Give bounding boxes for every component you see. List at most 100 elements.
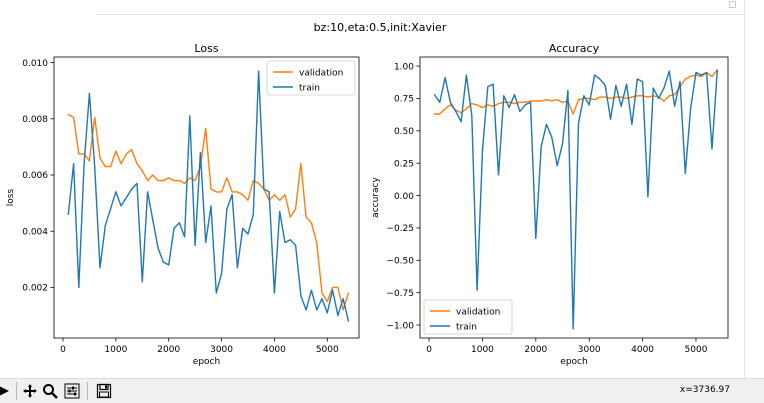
zoom-icon[interactable] — [40, 381, 60, 401]
loss-point-train — [242, 227, 244, 230]
accuracy-point-train — [551, 136, 553, 138]
loss-point-validation — [310, 222, 313, 224]
loss-point-validation — [136, 163, 138, 165]
loss-point-train — [226, 208, 228, 210]
accuracy-point-validation — [492, 105, 494, 107]
accuracy-point-validation — [487, 104, 489, 106]
accuracy-point-train — [519, 110, 521, 112]
accuracy-title: Accuracy — [549, 42, 600, 55]
loss-point-train — [347, 320, 350, 322]
loss-point-validation — [252, 180, 254, 182]
accuracy-point-train — [636, 78, 638, 80]
accuracy-point-train — [577, 122, 580, 124]
configure-icon[interactable] — [62, 381, 82, 401]
loss-point-validation — [115, 150, 117, 152]
accuracy-ytick-label: 0.25 — [394, 159, 414, 169]
accuracy-point-train — [668, 70, 670, 72]
accuracy-point-train — [476, 289, 478, 291]
loss-point-train — [78, 286, 80, 289]
loss-point-train — [109, 208, 112, 210]
accuracy-point-train — [599, 78, 601, 80]
loss-xtick-label: 2000 — [157, 345, 180, 355]
loss-point-train — [88, 92, 91, 95]
accuracy-point-train — [690, 108, 692, 110]
accuracy-point-validation — [636, 95, 638, 97]
loss-point-train — [215, 292, 217, 294]
accuracy-point-validation — [711, 75, 713, 78]
pan-icon[interactable] — [20, 381, 40, 401]
accuracy-point-validation — [551, 100, 553, 102]
loss-point-validation — [120, 163, 122, 165]
accuracy-point-train — [471, 114, 473, 116]
loss-point-validation — [157, 180, 159, 182]
loss-point-validation — [104, 165, 106, 168]
accuracy-xtick-label: 5000 — [685, 345, 708, 355]
accuracy-point-train — [439, 101, 441, 103]
accuracy-point-validation — [684, 78, 686, 80]
loss-point-validation — [183, 182, 186, 185]
accuracy-point-train — [444, 77, 446, 79]
loss-xtick-label: 1000 — [104, 345, 127, 355]
accuracy-point-validation — [535, 100, 537, 102]
loss-point-validation — [236, 191, 239, 193]
loss-point-train — [115, 191, 117, 193]
loss-series-train — [67, 70, 350, 322]
accuracy-point-validation — [545, 99, 548, 101]
accuracy-point-train — [508, 106, 510, 109]
loss-point-train — [231, 194, 233, 196]
accuracy-point-train — [684, 172, 686, 175]
accuracy-point-train — [465, 74, 468, 76]
accuracy-point-train — [540, 145, 542, 147]
accuracy-point-validation — [508, 101, 510, 103]
loss-point-validation — [189, 177, 191, 179]
accuracy-point-train — [658, 97, 660, 100]
accuracy-point-train — [583, 95, 585, 97]
accuracy-point-validation — [444, 108, 446, 110]
toolbar-separator — [16, 382, 17, 400]
accuracy-point-train — [492, 83, 494, 85]
accuracy-point-train — [593, 74, 596, 76]
loss-point-train — [125, 196, 128, 199]
loss-point-validation — [146, 180, 149, 182]
accuracy-point-train — [706, 71, 708, 74]
loss-point-train — [136, 182, 138, 185]
loss-point-train — [83, 163, 85, 165]
loss-point-validation — [331, 286, 334, 289]
loss-point-train — [141, 281, 143, 283]
loss-point-train — [162, 261, 165, 263]
loss-point-validation — [168, 177, 170, 179]
loss-point-train — [210, 205, 212, 207]
loss-point-train — [316, 309, 318, 311]
loss-point-validation — [284, 194, 286, 196]
close-icon[interactable]: ▢ — [728, 0, 737, 10]
loss-point-train — [284, 241, 286, 244]
accuracy-point-validation — [519, 101, 521, 103]
loss-xtick-label: 5000 — [316, 345, 339, 355]
accuracy-ytick-label: −0.50 — [386, 257, 414, 267]
accuracy-point-train — [433, 93, 436, 96]
accuracy-xtick-label: 4000 — [631, 345, 654, 355]
loss-point-validation — [125, 153, 128, 155]
loss-point-validation — [247, 199, 249, 201]
toolbar-separator — [87, 382, 88, 400]
loss-point-validation — [162, 180, 165, 182]
loss-point-train — [337, 314, 339, 317]
loss-point-train — [310, 289, 313, 291]
accuracy-point-validation — [471, 103, 473, 105]
accuracy-point-validation — [663, 100, 665, 102]
accuracy-ytick-label: 0.75 — [394, 95, 414, 105]
save-icon[interactable] — [94, 381, 114, 401]
loss-ytick-label: 0.006 — [22, 171, 48, 181]
accuracy-point-validation — [599, 96, 601, 98]
loss-point-validation — [257, 182, 260, 185]
accuracy-point-validation — [647, 96, 649, 98]
accuracy-point-validation — [497, 103, 500, 105]
loss-series-validation — [67, 113, 350, 311]
loss-point-train — [104, 225, 106, 227]
accuracy-point-train — [503, 95, 505, 97]
accuracy-point-validation — [465, 108, 468, 110]
loss-point-train — [199, 151, 202, 154]
forward-icon[interactable] — [0, 381, 14, 401]
loss-point-train — [120, 205, 122, 207]
loss-xtick-label: 3000 — [210, 345, 233, 355]
